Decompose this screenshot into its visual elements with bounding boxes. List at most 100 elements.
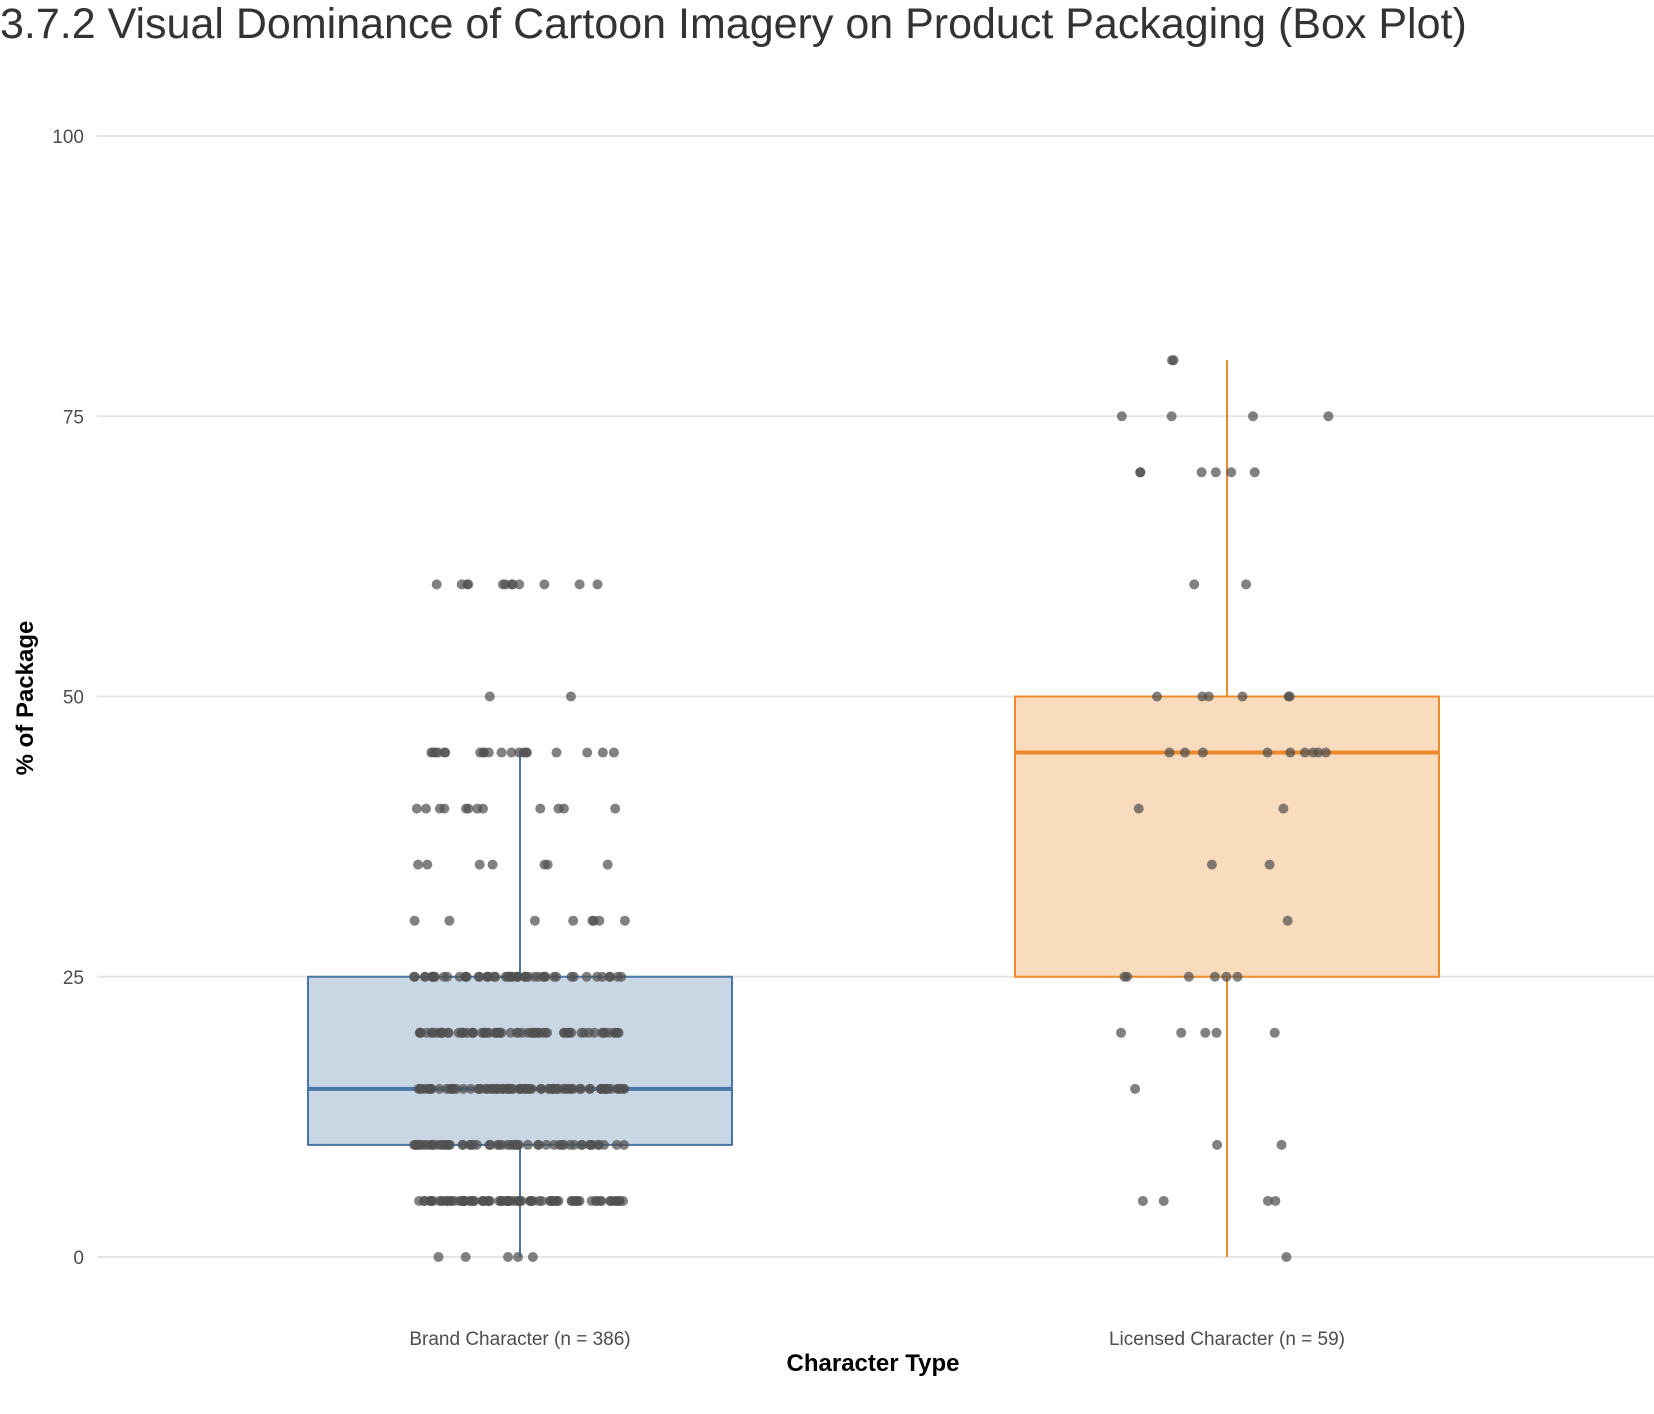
data-point <box>536 1195 547 1206</box>
data-point <box>1248 411 1258 422</box>
data-point <box>422 859 433 870</box>
data-point <box>502 1195 513 1206</box>
data-point <box>491 1027 502 1038</box>
data-point <box>619 915 630 926</box>
data-point <box>411 803 422 814</box>
data-point <box>1197 691 1208 702</box>
data-point <box>432 1139 443 1150</box>
data-point <box>1237 691 1248 702</box>
data-point <box>513 1252 523 1262</box>
data-point <box>475 747 486 758</box>
data-point <box>484 1195 495 1206</box>
y-tick-label: 25 <box>63 968 84 989</box>
data-point <box>558 803 569 814</box>
data-point <box>471 1139 482 1150</box>
data-point <box>612 971 623 982</box>
data-point <box>608 747 619 758</box>
data-point <box>1158 1195 1169 1206</box>
data-point <box>556 1139 567 1150</box>
data-point <box>1179 747 1190 758</box>
data-point <box>442 971 453 982</box>
data-point <box>535 803 546 814</box>
data-point <box>467 1027 478 1038</box>
data-point <box>567 1195 578 1206</box>
data-point <box>597 971 608 982</box>
data-point <box>538 1027 549 1038</box>
data-point <box>604 1027 615 1038</box>
data-point <box>1308 747 1319 758</box>
y-tick-label: 50 <box>63 688 84 709</box>
x-tick-label: Brand Character (n = 386) <box>409 1329 630 1350</box>
data-point <box>1262 747 1273 758</box>
data-point <box>457 1139 468 1150</box>
data-point <box>410 1139 421 1150</box>
data-point <box>465 1083 476 1094</box>
data-point <box>533 971 544 982</box>
data-point <box>565 1083 576 1094</box>
data-point <box>614 1195 625 1206</box>
data-point <box>612 1027 623 1038</box>
data-point <box>526 1195 537 1206</box>
data-point <box>1281 1252 1292 1262</box>
data-point <box>474 859 485 870</box>
data-point <box>518 747 529 758</box>
data-point <box>454 971 465 982</box>
data-point <box>446 1083 457 1094</box>
data-point <box>1285 747 1296 758</box>
data-point <box>518 1083 529 1094</box>
data-point <box>1226 467 1237 478</box>
data-point <box>430 747 441 758</box>
data-point <box>421 803 431 814</box>
data-point <box>1211 1027 1222 1038</box>
data-point <box>1299 747 1310 758</box>
data-point <box>601 1083 612 1094</box>
data-point <box>569 1139 580 1150</box>
data-point <box>602 859 613 870</box>
y-axis-ticks: 0 25 50 75 100 <box>52 127 84 1269</box>
data-point <box>559 1027 570 1038</box>
data-point <box>592 579 603 590</box>
data-point <box>413 859 424 870</box>
data-point <box>1232 971 1243 982</box>
data-point <box>505 1027 516 1038</box>
data-point <box>1262 1195 1273 1206</box>
data-point <box>1221 971 1232 982</box>
data-point <box>568 971 579 982</box>
data-point <box>540 971 551 982</box>
data-point <box>433 1252 444 1262</box>
data-point <box>610 803 621 814</box>
data-point <box>484 691 495 702</box>
data-point <box>576 1139 587 1150</box>
data-point <box>1166 411 1177 422</box>
data-point <box>591 1195 602 1206</box>
data-point <box>605 1195 616 1206</box>
data-point <box>508 1083 518 1094</box>
y-tick-label: 100 <box>52 127 84 148</box>
data-point <box>584 1027 595 1038</box>
data-point <box>1137 1195 1148 1206</box>
chart-title: 3.7.2 Visual Dominance of Cartoon Imager… <box>0 0 1467 48</box>
data-point <box>574 579 585 590</box>
data-point <box>582 747 593 758</box>
data-point <box>431 579 442 590</box>
data-point <box>427 1027 438 1038</box>
data-point <box>1269 1027 1280 1038</box>
data-point <box>549 1139 559 1150</box>
data-point <box>415 1027 426 1038</box>
data-point <box>477 1195 488 1206</box>
data-point <box>588 915 599 926</box>
data-point <box>510 1139 521 1150</box>
data-point <box>454 1195 465 1206</box>
data-point <box>514 579 525 590</box>
data-point <box>443 1139 454 1150</box>
data-point <box>1270 1195 1281 1206</box>
data-point <box>597 1027 607 1038</box>
data-point <box>482 1083 492 1094</box>
data-point <box>597 747 608 758</box>
data-point <box>551 747 562 758</box>
data-point <box>463 803 474 814</box>
data-point <box>409 971 420 982</box>
data-point <box>529 915 540 926</box>
data-point <box>506 747 517 758</box>
data-point <box>1135 467 1146 478</box>
